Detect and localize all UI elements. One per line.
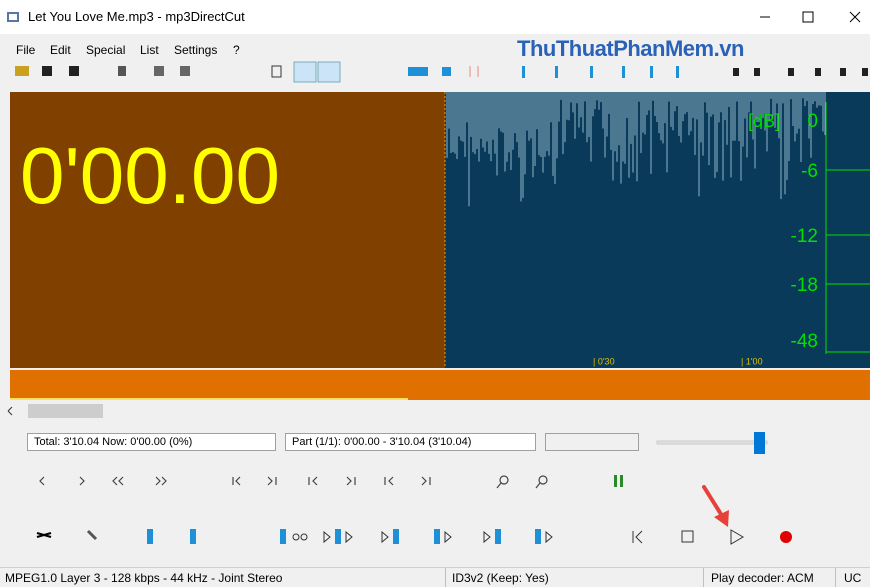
db-label: 0	[807, 111, 818, 132]
tool-cut[interactable]	[118, 66, 126, 76]
status-uc: UC	[844, 571, 861, 585]
toolbar	[0, 60, 870, 84]
display: 0'00.00 [dB] 0 -6 -12 -18 -48 | 0'30 | 1…	[0, 92, 870, 402]
edit-buttons[interactable]	[37, 529, 552, 544]
status-format: MPEG1.0 Layer 3 - 128 kbps - 44 kHz - Jo…	[5, 571, 282, 585]
split-button[interactable]	[614, 475, 617, 487]
tool-nav[interactable]	[522, 66, 679, 78]
menu-item[interactable]: File	[16, 43, 35, 57]
volume-slider[interactable]	[655, 430, 770, 456]
time-mark: | 0'30	[593, 356, 615, 366]
menu-item[interactable]: Special	[86, 43, 125, 57]
db-label: -6	[801, 161, 818, 182]
transport[interactable]	[633, 530, 792, 544]
tool-select2[interactable]	[442, 67, 451, 76]
db-label: -18	[791, 275, 818, 296]
tool-save-list[interactable]	[69, 66, 79, 76]
db-label: -12	[791, 226, 818, 247]
tool-paste[interactable]	[180, 66, 190, 76]
db-label: -48	[791, 331, 818, 352]
nav-buttons[interactable]	[40, 476, 547, 488]
tool-save[interactable]	[42, 66, 52, 76]
menu-item[interactable]: ?	[233, 43, 240, 57]
status-decoder: Play decoder: ACM	[711, 571, 814, 585]
part-info: Part (1/1): 0'00.00 - 3'10.04 (3'10.04)	[285, 433, 536, 451]
window-title: Let You Love Me.mp3 - mp3DirectCut	[28, 9, 245, 24]
annotation-arrow	[704, 487, 729, 527]
total-info: Total: 3'10.04 Now: 0'00.00 (0%)	[27, 433, 276, 451]
controls	[0, 465, 870, 565]
watermark: ThuThuatPhanMem.vn	[517, 36, 744, 62]
tool-view2[interactable]	[318, 62, 340, 82]
time-mark: | 1'00	[741, 356, 763, 366]
tool-page[interactable]	[272, 66, 281, 77]
app-icon	[6, 10, 22, 24]
menu-item[interactable]: Edit	[50, 43, 71, 57]
time-display: 0'00.00	[20, 131, 280, 220]
db-unit: [dB]	[748, 111, 780, 131]
scrollbar[interactable]	[0, 402, 870, 420]
app-window: Let You Love Me.mp3 - mp3DirectCut File …	[0, 0, 870, 587]
tool-view1[interactable]	[294, 62, 316, 82]
tool-copy[interactable]	[154, 66, 164, 76]
info-box	[545, 433, 639, 451]
menu-item[interactable]: List	[140, 43, 159, 57]
status-id3: ID3v2 (Keep: Yes)	[452, 571, 549, 585]
menu-item[interactable]: Settings	[174, 43, 217, 57]
overview-bar[interactable]	[10, 370, 870, 400]
tool-open[interactable]	[15, 66, 29, 76]
window-controls	[740, 0, 870, 34]
tool-select[interactable]	[408, 67, 428, 76]
